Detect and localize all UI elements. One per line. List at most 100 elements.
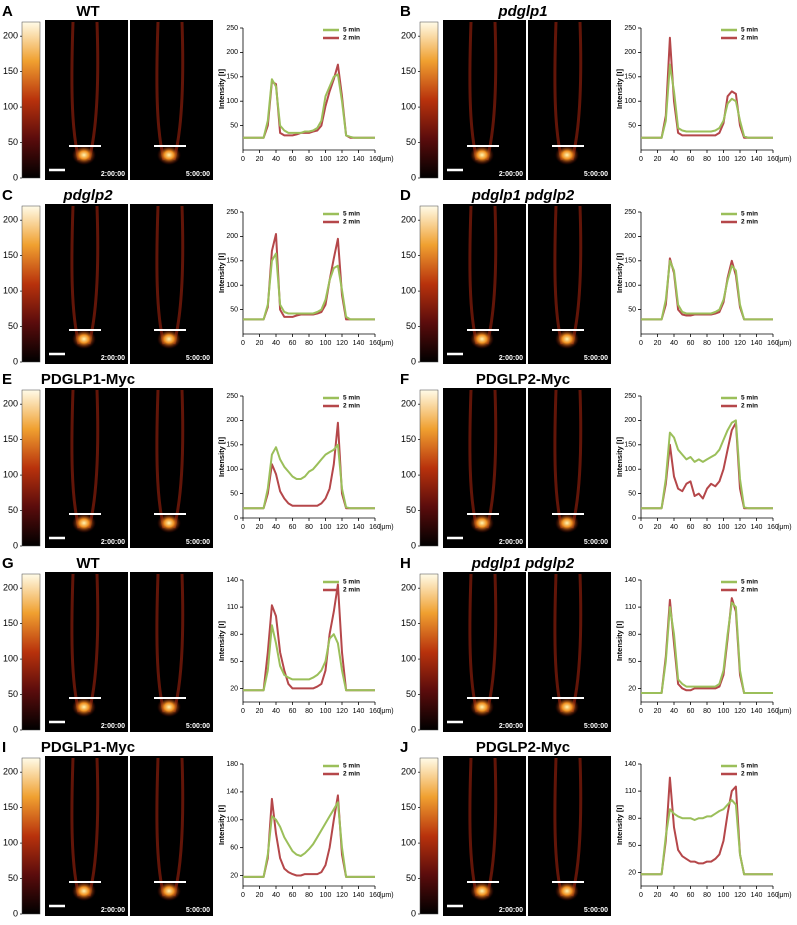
colorbar-tick-label: 100	[401, 469, 416, 479]
colorbar-tick-label: 100	[3, 285, 18, 295]
root-tip-signal	[157, 881, 181, 901]
x-tick-label: 160	[369, 340, 381, 347]
series-line	[243, 624, 375, 692]
x-tick-label: 40	[670, 708, 678, 715]
series-line	[641, 36, 773, 139]
x-tick-label: 80	[305, 708, 313, 715]
colorbar-tick-label: 0	[13, 908, 18, 918]
colorbar-tick-label: 100	[3, 101, 18, 111]
y-tick-label: 150	[226, 258, 238, 265]
colorbar-tick-label: 0	[411, 356, 416, 366]
colorbar-tick-label: 0	[411, 172, 416, 182]
x-axis-unit: (μm)	[777, 340, 792, 347]
colorbar-tick-label: 200	[401, 399, 416, 409]
colorbar-tick-label: 200	[401, 583, 416, 593]
legend-label: 5 min	[741, 27, 758, 34]
series-line	[243, 801, 375, 878]
x-tick-label: 140	[353, 340, 365, 347]
colorbar-tick-label: 50	[8, 689, 18, 699]
y-tick-label: 50	[230, 658, 238, 665]
colorbar-tick-label: 100	[3, 837, 18, 847]
root-tip-signal	[555, 513, 579, 533]
microscopy-image	[130, 204, 213, 364]
x-tick-label: 20	[654, 156, 662, 163]
root-tip-signal	[555, 329, 579, 349]
series-line	[243, 583, 375, 692]
x-tick-label: 120	[336, 708, 348, 715]
series-line	[641, 259, 773, 321]
x-tick-label: 0	[639, 708, 643, 715]
x-tick-label: 160	[369, 892, 381, 899]
x-tick-label: 160	[767, 156, 779, 163]
microscopy-image	[45, 756, 128, 916]
colorbar-tick-label: 100	[3, 653, 18, 663]
y-tick-label: 100	[624, 98, 636, 105]
x-tick-label: 20	[654, 524, 662, 531]
series-line	[641, 776, 773, 876]
colorbar	[419, 389, 439, 547]
x-tick-label: 80	[703, 524, 711, 531]
root-tip-signal	[470, 513, 494, 533]
series-line	[641, 601, 773, 694]
root-tip-signal	[555, 881, 579, 901]
x-tick-label: 60	[687, 524, 695, 531]
colorbar-tick-label: 50	[8, 873, 18, 883]
root-tip-signal	[555, 145, 579, 165]
microscopy-image	[443, 20, 526, 180]
colorbar	[21, 205, 41, 363]
y-tick-label: 50	[628, 658, 636, 665]
panel-letter: I	[2, 739, 6, 756]
timestamp: 5:00:00	[186, 539, 210, 546]
x-tick-label: 80	[305, 524, 313, 531]
x-tick-label: 140	[353, 892, 365, 899]
y-axis-label: Intensity [I]	[615, 621, 624, 662]
y-tick-label: 50	[230, 122, 238, 129]
y-tick-label: 50	[628, 306, 636, 313]
x-tick-label: 0	[639, 156, 643, 163]
colorbar-tick-label: 200	[3, 399, 18, 409]
y-tick-label: 0	[234, 515, 238, 522]
y-tick-label: 110	[625, 604, 636, 611]
y-tick-label: 150	[624, 74, 636, 81]
timestamp: 5:00:00	[186, 355, 210, 362]
colorbar-tick-label: 50	[8, 321, 18, 331]
series-line	[641, 597, 773, 694]
microscopy-image	[528, 388, 611, 548]
x-axis-unit: (μm)	[379, 708, 394, 715]
colorbar-tick-label: 200	[3, 583, 18, 593]
y-tick-label: 200	[226, 417, 238, 424]
x-tick-label: 20	[256, 708, 264, 715]
x-tick-label: 100	[320, 156, 332, 163]
colorbar-tick-label: 0	[13, 172, 18, 182]
timestamp: 5:00:00	[584, 723, 608, 730]
y-axis-label: Intensity [I]	[217, 437, 226, 478]
x-tick-label: 100	[718, 708, 730, 715]
x-tick-label: 20	[256, 892, 264, 899]
panel-letter: A	[2, 3, 13, 20]
legend-label: 5 min	[343, 27, 360, 34]
y-tick-label: 200	[226, 233, 238, 240]
legend-label: 2 min	[741, 403, 758, 410]
y-tick-label: 250	[624, 393, 636, 400]
root-tip-signal	[470, 145, 494, 165]
colorbar-tick-label: 0	[411, 724, 416, 734]
colorbar-tick-label: 150	[3, 66, 18, 76]
microscopy-image	[528, 20, 611, 180]
y-axis-label: Intensity [I]	[615, 437, 624, 478]
colorbar-tick-label: 200	[3, 31, 18, 41]
colorbar	[419, 757, 439, 915]
x-tick-label: 0	[241, 340, 245, 347]
root-tip-signal	[72, 697, 96, 717]
x-tick-label: 60	[687, 708, 695, 715]
y-tick-label: 80	[628, 631, 636, 638]
x-tick-label: 0	[241, 524, 245, 531]
x-tick-label: 0	[639, 340, 643, 347]
x-tick-label: 60	[289, 892, 297, 899]
series-line	[243, 421, 375, 510]
timestamp: 5:00:00	[584, 539, 608, 546]
y-tick-label: 150	[226, 442, 238, 449]
y-tick-label: 110	[625, 788, 636, 795]
